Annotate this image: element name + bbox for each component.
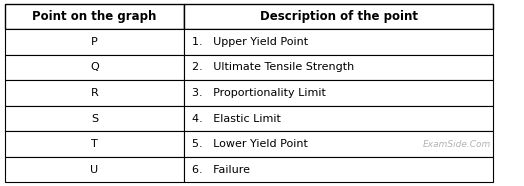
Bar bbox=[5, 157, 184, 182]
Text: U: U bbox=[91, 165, 99, 174]
Text: Q: Q bbox=[90, 62, 99, 73]
Text: 5.   Lower Yield Point: 5. Lower Yield Point bbox=[192, 139, 308, 149]
Bar bbox=[5, 80, 184, 106]
Bar bbox=[5, 55, 184, 80]
Bar bbox=[184, 29, 493, 55]
Bar bbox=[184, 4, 493, 29]
Text: T: T bbox=[91, 139, 98, 149]
Text: P: P bbox=[91, 37, 98, 47]
Text: S: S bbox=[91, 113, 98, 124]
Bar bbox=[184, 131, 493, 157]
Text: R: R bbox=[91, 88, 99, 98]
Text: ExamSide.Com: ExamSide.Com bbox=[422, 140, 490, 148]
Bar bbox=[5, 4, 184, 29]
Text: Description of the point: Description of the point bbox=[259, 10, 418, 23]
Text: 2.   Ultimate Tensile Strength: 2. Ultimate Tensile Strength bbox=[192, 62, 354, 73]
Text: Point on the graph: Point on the graph bbox=[32, 10, 157, 23]
Text: 3.   Proportionality Limit: 3. Proportionality Limit bbox=[192, 88, 325, 98]
Text: 4.   Elastic Limit: 4. Elastic Limit bbox=[192, 113, 280, 124]
Bar bbox=[5, 131, 184, 157]
Bar bbox=[184, 55, 493, 80]
Bar bbox=[5, 29, 184, 55]
Bar bbox=[184, 80, 493, 106]
Bar bbox=[184, 157, 493, 182]
Text: 6.   Failure: 6. Failure bbox=[192, 165, 249, 174]
Bar bbox=[184, 106, 493, 131]
Text: 1.   Upper Yield Point: 1. Upper Yield Point bbox=[192, 37, 308, 47]
Bar bbox=[5, 106, 184, 131]
